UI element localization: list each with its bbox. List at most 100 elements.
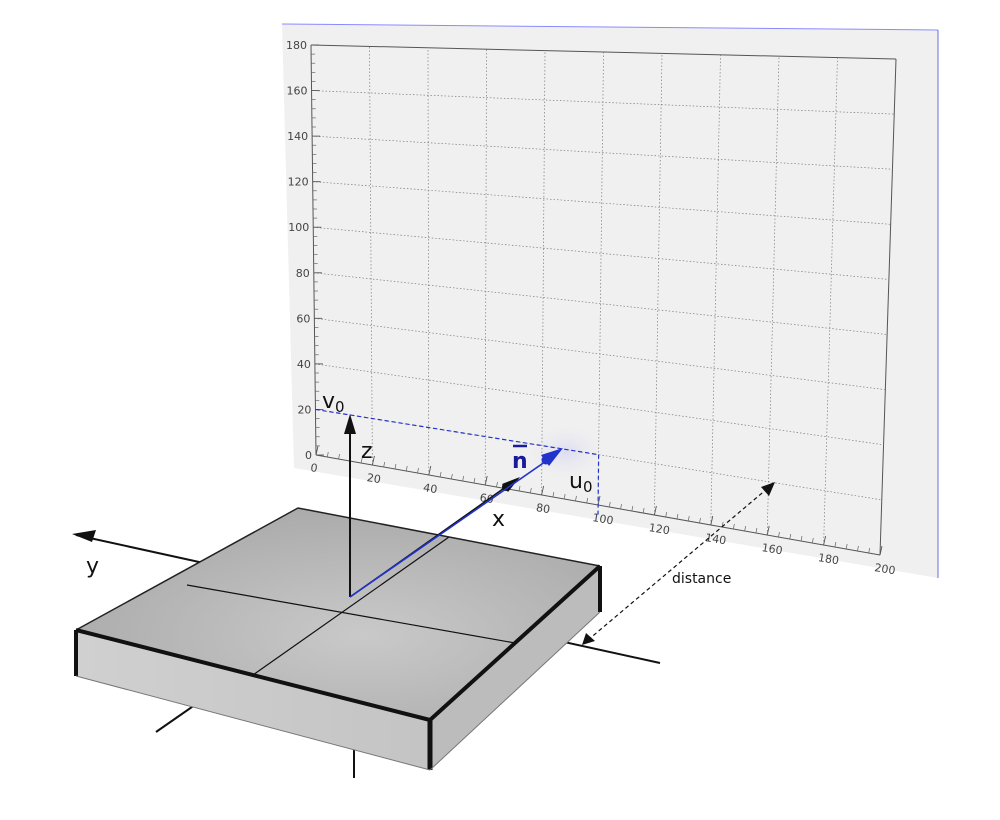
grid-line-u [310, 44, 317, 456]
u-minor-tick [326, 451, 329, 458]
u-minor-tick [586, 497, 589, 504]
u-tick-label: 20 [366, 471, 382, 486]
sample-slab [74, 507, 602, 771]
v-tick-label: 160 [287, 85, 308, 98]
u-minor-tick [575, 495, 577, 502]
u-tick-label: 100 [592, 511, 615, 527]
u-minor-tick [405, 465, 408, 472]
distance-arrowhead-top [761, 482, 775, 496]
grid-line-u [484, 49, 487, 486]
u-minor-tick [857, 545, 859, 552]
u-minor-tick [620, 503, 622, 510]
v-tick-label: 100 [288, 221, 309, 234]
u-minor-tick [496, 481, 498, 488]
u-minor-tick [789, 533, 792, 540]
u-minor-tick [360, 457, 363, 464]
u-minor-tick [417, 467, 419, 474]
x-axis-label: x [492, 507, 505, 532]
u-minor-tick [687, 515, 690, 522]
u-tick-label: 140 [704, 531, 727, 547]
sample-right-face [430, 566, 600, 770]
u-major-tick [823, 535, 827, 546]
sample-top-face [76, 508, 600, 720]
u-tick-label: 120 [648, 521, 671, 537]
v-tick-label: 120 [288, 176, 309, 189]
detector-grid [310, 44, 897, 556]
normal-vector-line [349, 456, 553, 598]
detector-plate [282, 24, 938, 578]
u-minor-tick [383, 461, 386, 468]
sample-mid-line-2 [252, 536, 450, 676]
u-minor-tick [518, 485, 521, 492]
u-minor-tick [665, 511, 668, 518]
u-tick-label: 80 [535, 501, 551, 516]
distance-arrowhead-bottom [582, 633, 595, 645]
u-minor-tick [811, 537, 814, 544]
grid-line-u [879, 58, 897, 556]
sample-right-bottom-edge [429, 611, 601, 771]
u-minor-tick [473, 477, 476, 484]
v-tick-label: 20 [297, 403, 311, 416]
u-minor-tick [338, 453, 340, 460]
u-minor-tick [451, 473, 453, 480]
u-major-tick [597, 495, 601, 506]
u-minor-tick [778, 531, 780, 538]
u0-projection-line [597, 454, 600, 518]
u-minor-tick [631, 505, 634, 512]
u-minor-tick [755, 527, 758, 534]
u-minor-tick [642, 507, 645, 514]
u-major-tick [371, 455, 375, 466]
x-axis-arrow-dot [502, 483, 510, 491]
normal-vector-label: n [512, 449, 528, 474]
u-minor-tick [699, 517, 701, 524]
sample-front-face [76, 630, 430, 770]
v0-label: v0 [322, 389, 345, 416]
beam-spot-glow [524, 422, 608, 482]
v-axis-ticks: 0 20 40 60 80 100 120 140 160 180 [286, 39, 324, 462]
grid-line-u [823, 57, 838, 546]
u-major-tick [710, 515, 714, 526]
u-minor-tick [845, 543, 848, 550]
u-tick-label: 180 [817, 551, 840, 567]
u-major-tick [315, 445, 319, 456]
u-minor-tick [676, 513, 679, 520]
z-axis-arrowhead [344, 414, 356, 434]
normal-vector-dot [541, 455, 551, 465]
u-minor-tick [439, 471, 442, 478]
sample-front-bottom-edge [75, 675, 431, 771]
u-minor-tick [800, 535, 803, 542]
u-major-tick [541, 485, 545, 496]
grid-line-v [311, 90, 895, 115]
sample-mid-line-1 [186, 584, 516, 644]
u-major-tick [653, 505, 657, 516]
u-tick-label: 200 [874, 561, 897, 577]
v0-projection-line [315, 408, 599, 456]
u0-label: u0 [569, 469, 593, 496]
grid-line-v [315, 409, 882, 501]
v-tick-label: 60 [296, 312, 310, 325]
u-major-tick [766, 525, 770, 536]
sample-top-outline [75, 507, 601, 631]
u-minor-tick [744, 525, 746, 532]
u-minor-tick [608, 501, 611, 508]
y-axis-label: y [86, 554, 99, 579]
distance-line [587, 487, 769, 641]
v-tick-label: 0 [305, 449, 312, 462]
grid-line-v [312, 135, 893, 170]
u-minor-tick [834, 541, 837, 548]
grid-line-u [710, 54, 721, 526]
u-minor-tick [563, 493, 566, 500]
u-major-tick [484, 475, 488, 486]
z-axis-label: z [361, 439, 373, 464]
v-tick-label: 140 [287, 130, 308, 143]
grid-line-u [427, 47, 430, 476]
v-tick-label: 80 [296, 267, 310, 280]
u-tick-label: 0 [310, 461, 319, 475]
grid-line-v [314, 363, 884, 446]
u-tick-label: 160 [761, 541, 784, 557]
v-tick-label: 40 [297, 358, 311, 371]
u-minor-tick [733, 523, 735, 530]
distance-label: distance [672, 571, 731, 587]
